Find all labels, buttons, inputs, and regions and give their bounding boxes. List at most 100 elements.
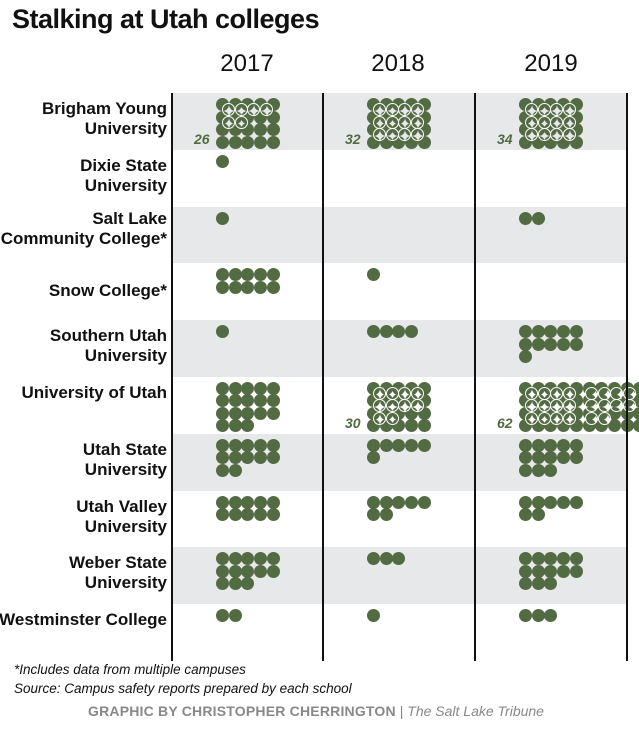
chart-row: Brigham Young University 26 32 34 [0,93,627,150]
incident-dot [216,438,229,452]
incident-dot [254,438,268,452]
incident-dot [379,325,393,339]
incident-dot [266,451,280,465]
incident-dot [519,463,532,477]
incident-dot [379,508,393,522]
school-label: Westminster College [0,610,167,630]
incident-dot [241,394,255,408]
overlap-dot [525,411,538,425]
incident-dot [557,325,571,339]
overlap-dot [610,399,624,413]
school-label: Utah Valley University [76,496,167,536]
chart-row: Utah State University [0,433,627,491]
incident-dot [633,419,639,433]
incident-dot [531,337,545,351]
incident-dot [379,438,393,452]
overlap-dot [398,115,412,129]
incident-dot [544,463,558,477]
outlet: The Salt Lake Tribune [407,703,544,719]
incident-dot [216,564,229,578]
incident-dot [367,451,380,465]
incident-dot [531,451,545,465]
school-label: Snow College* [48,281,167,301]
incident-dot [569,552,583,566]
incident-dot [228,577,242,591]
incident-dot [228,135,242,149]
incident-dot [367,609,380,623]
overlap-dot [550,115,564,129]
incident-dot [216,419,229,433]
incident-dot [405,419,419,433]
incident-dot [519,552,532,566]
incident-dot [557,337,571,351]
incident-dot [569,495,583,509]
incident-dot [228,564,242,578]
incident-dot [405,325,419,339]
overlap-dot [550,128,564,141]
incident-dot [367,552,380,566]
count-label: 26 [194,131,210,147]
overlap-dot [234,115,248,129]
school-label: Weber State University [69,553,167,593]
incident-dot [216,406,229,420]
incident-dot [241,419,255,433]
incident-dot [266,280,280,294]
overlap-dot [411,115,425,129]
incident-dot [557,451,571,465]
chart-row: Salt Lake Community College* [0,206,627,264]
incident-dot [367,495,380,509]
incident-dot [266,495,280,509]
incident-dot [367,268,380,282]
incident-dot [531,325,545,339]
incident-dot [519,609,532,623]
incident-dot [392,552,406,566]
incident-dot [241,508,255,522]
incident-dot [569,438,583,452]
overlap-dot [373,411,386,425]
incident-dot [241,280,255,294]
footnote: *Includes data from multiple campuses [14,662,246,677]
incident-dot [216,394,229,408]
incident-dot [254,268,268,282]
incident-dot [544,552,558,566]
credit-line: GRAPHIC BY CHRISTOPHER CHERRINGTON | The… [88,703,544,719]
overlap-dot [550,411,564,425]
incident-dot [266,552,280,566]
incident-dot [228,268,242,282]
school-label: Southern Utah University [49,326,167,366]
separator: | [399,703,404,719]
overlap-dot [597,386,611,400]
incident-dot [544,577,558,591]
incident-dot [228,495,242,509]
incident-dot [216,268,229,282]
incident-dot [392,325,406,339]
overlap-dot [525,103,538,116]
incident-dot [392,438,406,452]
incident-dot [228,419,242,433]
incident-dot [216,495,229,509]
overlap-dot [373,386,386,400]
year-header: 2018 [371,50,425,77]
incident-dot [531,564,545,578]
incident-dot [367,325,380,339]
incident-dot [569,337,583,351]
incident-dot [266,394,280,408]
incident-dot [241,268,255,282]
school-label: Dixie State University [80,155,167,195]
overlap-dot [385,103,399,116]
incident-dot [241,577,255,591]
overlap-dot [563,411,577,425]
incident-dot [519,508,532,522]
incident-dot [228,508,242,522]
incident-dot [241,406,255,420]
incident-dot [557,438,571,452]
incident-dot [254,564,268,578]
count-label: 32 [345,131,361,147]
incident-dot [633,406,639,420]
incident-dot [367,508,380,522]
incident-dot [569,325,583,339]
incident-dot [266,438,280,452]
chart-row: Dixie State University [0,150,627,207]
chart-row: Snow College* [0,263,627,320]
incident-dot [633,381,639,395]
